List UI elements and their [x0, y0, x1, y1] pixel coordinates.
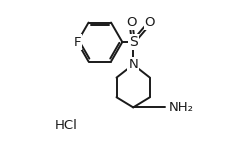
- Text: F: F: [74, 36, 81, 49]
- Text: S: S: [129, 35, 137, 49]
- Text: N: N: [128, 58, 138, 71]
- Text: NH₂: NH₂: [169, 101, 194, 114]
- Text: O: O: [126, 16, 136, 29]
- Text: HCl: HCl: [55, 119, 78, 132]
- Text: O: O: [145, 16, 155, 29]
